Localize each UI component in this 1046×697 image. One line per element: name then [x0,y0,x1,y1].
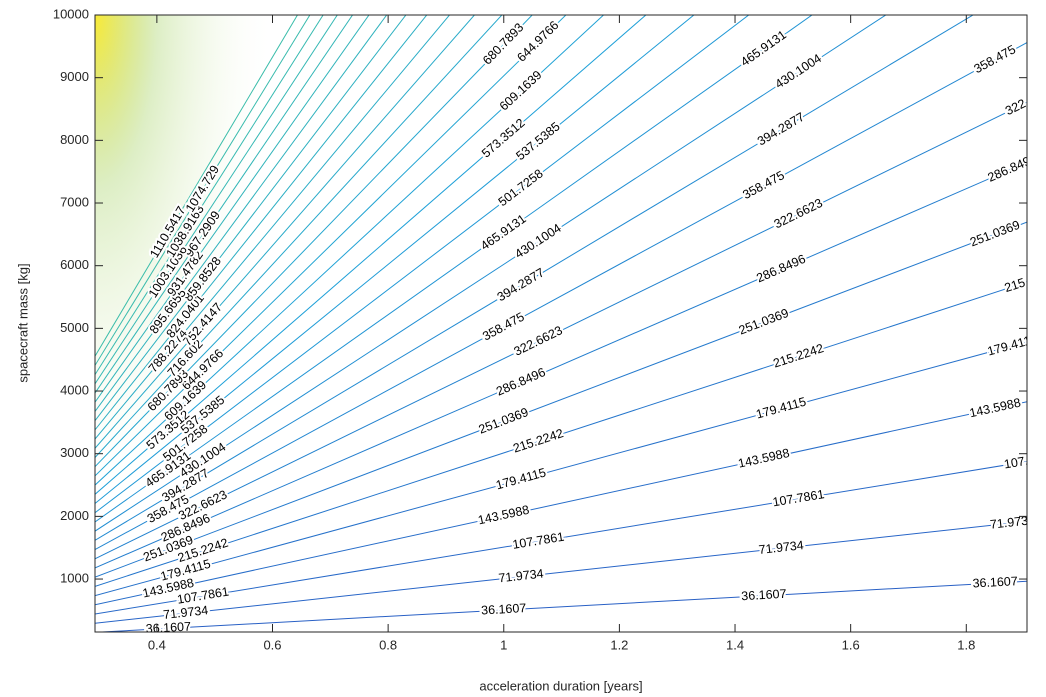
contour-line [95,15,299,357]
contour-line [95,401,1027,606]
contour-label: 71.9734 [989,513,1035,532]
y-tick-label: 3000 [60,445,89,460]
contour-line [95,161,1027,569]
x-tick-label: 0.4 [148,637,166,652]
y-tick-label: 8000 [60,132,89,147]
contour-line [95,15,695,504]
contour-line [95,15,354,394]
contour-line [95,42,1027,550]
y-tick-label: 4000 [60,382,89,397]
contour-line [95,15,338,385]
x-tick-label: 1 [500,637,507,652]
x-axis-label: acceleration duration [years] [479,678,642,693]
contour-label: 36.1607 [741,587,787,603]
contour-line [95,15,311,366]
x-tick-label: 1.6 [842,637,860,652]
contour-label: 36.1607 [145,619,191,635]
contour-line [95,341,1027,597]
x-tick-label: 1.8 [957,637,975,652]
contour-line [95,15,974,541]
contour-line [95,15,428,431]
y-tick-label: 9000 [60,69,89,84]
x-tick-label: 0.6 [263,637,281,652]
contour-line [95,15,451,440]
x-tick-label: 1.2 [610,637,628,652]
contour-line [95,15,503,458]
y-tick-label: 2000 [60,508,89,523]
contour-line [95,15,887,532]
contour-line [95,15,813,523]
high-region [95,15,275,515]
contour-line [95,281,1027,587]
y-tick-label: 7000 [60,194,89,209]
contour-line [95,15,605,486]
contour-line [95,461,1027,615]
y-tick-label: 10000 [53,6,89,21]
y-axis-label: spacecraft mass [kg] [15,263,30,382]
contour-line [95,580,1027,632]
y-tick-label: 6000 [60,257,89,272]
contour-line [95,15,533,468]
contour-line [95,15,647,495]
contour-line [95,15,476,449]
contour-line [95,520,1027,624]
contour-line [95,15,407,421]
contour-line [95,15,567,477]
y-tick-label: 1000 [60,570,89,585]
x-tick-label: 1.4 [726,637,744,652]
axes-box [94,14,1028,633]
contour-line [95,101,1027,560]
x-tick-label: 0.8 [379,637,397,652]
contour-line [95,15,324,375]
contour-line [95,15,750,514]
contour-line [95,221,1027,578]
contour-line [95,15,388,412]
contour-label: 36.1607 [481,601,527,617]
contour-label: 36.1607 [972,574,1018,590]
y-tick-label: 5000 [60,320,89,335]
contour-line [95,15,370,403]
